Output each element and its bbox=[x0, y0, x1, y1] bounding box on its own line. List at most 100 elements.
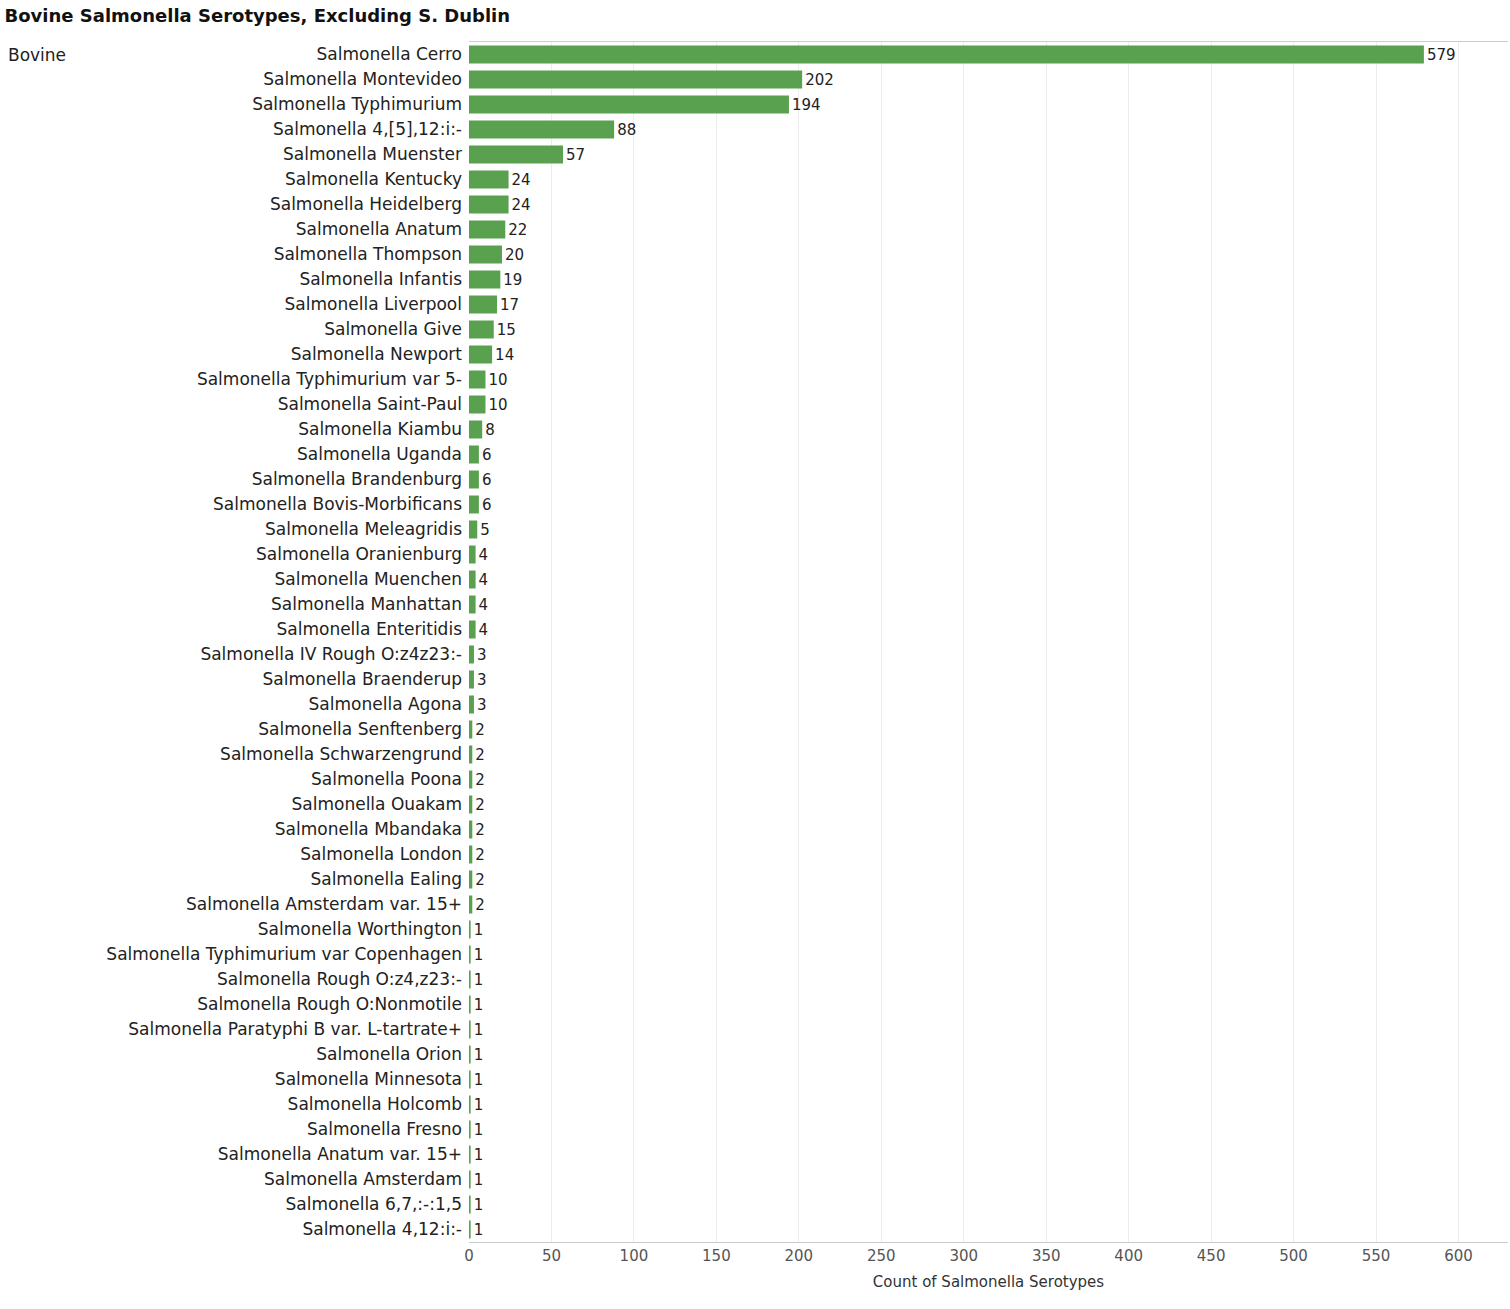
svg-text:4: 4 bbox=[479, 596, 489, 614]
svg-text:Salmonella Montevideo: Salmonella Montevideo bbox=[263, 69, 462, 89]
svg-text:Salmonella Kentucky: Salmonella Kentucky bbox=[285, 169, 462, 189]
svg-text:Salmonella Thompson: Salmonella Thompson bbox=[274, 244, 462, 264]
svg-text:1: 1 bbox=[474, 1146, 484, 1164]
svg-text:15: 15 bbox=[497, 321, 516, 339]
svg-text:350: 350 bbox=[1032, 1247, 1061, 1265]
svg-text:Salmonella Poona: Salmonella Poona bbox=[311, 769, 462, 789]
svg-text:Salmonella Fresno: Salmonella Fresno bbox=[307, 1119, 462, 1139]
svg-text:1: 1 bbox=[474, 1071, 484, 1089]
svg-text:5: 5 bbox=[480, 521, 490, 539]
svg-text:Salmonella Bovis-Morbificans: Salmonella Bovis-Morbificans bbox=[213, 494, 462, 514]
svg-text:Bovine: Bovine bbox=[8, 45, 66, 65]
svg-text:Salmonella Amsterdam: Salmonella Amsterdam bbox=[264, 1169, 462, 1189]
svg-text:22: 22 bbox=[508, 221, 527, 239]
svg-text:Salmonella Ealing: Salmonella Ealing bbox=[310, 869, 462, 889]
svg-text:1: 1 bbox=[474, 971, 484, 989]
svg-text:Salmonella Typhimurium var 5-: Salmonella Typhimurium var 5- bbox=[197, 369, 462, 389]
svg-text:Salmonella Typhimurium var Cop: Salmonella Typhimurium var Copenhagen bbox=[106, 944, 462, 964]
svg-text:Salmonella Oranienburg: Salmonella Oranienburg bbox=[256, 544, 462, 564]
svg-text:Salmonella Worthington: Salmonella Worthington bbox=[258, 919, 462, 939]
svg-text:Salmonella Holcomb: Salmonella Holcomb bbox=[288, 1094, 462, 1114]
svg-text:400: 400 bbox=[1114, 1247, 1143, 1265]
svg-text:4: 4 bbox=[479, 571, 489, 589]
svg-text:57: 57 bbox=[566, 146, 585, 164]
svg-text:1: 1 bbox=[474, 1096, 484, 1114]
svg-text:Salmonella Amsterdam var. 15+: Salmonella Amsterdam var. 15+ bbox=[186, 894, 462, 914]
svg-text:1: 1 bbox=[474, 1171, 484, 1189]
svg-text:Salmonella Anatum: Salmonella Anatum bbox=[296, 219, 462, 239]
svg-text:Salmonella Ouakam: Salmonella Ouakam bbox=[292, 794, 463, 814]
svg-text:Salmonella Infantis: Salmonella Infantis bbox=[299, 269, 462, 289]
svg-text:1: 1 bbox=[474, 1121, 484, 1139]
svg-text:Salmonella Liverpool: Salmonella Liverpool bbox=[285, 294, 462, 314]
svg-text:202: 202 bbox=[805, 71, 834, 89]
svg-text:Salmonella Mbandaka: Salmonella Mbandaka bbox=[275, 819, 462, 839]
svg-text:Salmonella Senftenberg: Salmonella Senftenberg bbox=[258, 719, 462, 739]
svg-text:450: 450 bbox=[1197, 1247, 1226, 1265]
svg-text:Salmonella Rough O:z4,z23:-: Salmonella Rough O:z4,z23:- bbox=[217, 969, 462, 989]
svg-text:88: 88 bbox=[617, 121, 636, 139]
svg-text:Salmonella IV Rough O:z4z23:-: Salmonella IV Rough O:z4z23:- bbox=[200, 644, 462, 664]
svg-text:Salmonella Paratyphi B var. L-: Salmonella Paratyphi B var. L-tartrate+ bbox=[128, 1019, 462, 1039]
svg-text:24: 24 bbox=[512, 196, 531, 214]
svg-text:Salmonella Kiambu: Salmonella Kiambu bbox=[298, 419, 462, 439]
svg-text:1: 1 bbox=[474, 1196, 484, 1214]
svg-text:600: 600 bbox=[1444, 1247, 1473, 1265]
svg-text:Salmonella Agona: Salmonella Agona bbox=[309, 694, 462, 714]
svg-text:6: 6 bbox=[482, 471, 492, 489]
svg-text:2: 2 bbox=[475, 721, 485, 739]
svg-text:50: 50 bbox=[542, 1247, 561, 1265]
svg-text:Salmonella Manhattan: Salmonella Manhattan bbox=[271, 594, 462, 614]
svg-text:Salmonella 4,12:i:-: Salmonella 4,12:i:- bbox=[302, 1219, 462, 1239]
svg-text:194: 194 bbox=[792, 96, 821, 114]
svg-text:14: 14 bbox=[495, 346, 514, 364]
svg-text:20: 20 bbox=[505, 246, 524, 264]
svg-text:Salmonella Saint-Paul: Salmonella Saint-Paul bbox=[278, 394, 462, 414]
svg-text:Salmonella Anatum var. 15+: Salmonella Anatum var. 15+ bbox=[218, 1144, 462, 1164]
svg-text:2: 2 bbox=[475, 871, 485, 889]
svg-text:8: 8 bbox=[485, 421, 495, 439]
svg-text:1: 1 bbox=[474, 996, 484, 1014]
svg-text:550: 550 bbox=[1362, 1247, 1391, 1265]
svg-text:1: 1 bbox=[474, 1221, 484, 1239]
svg-text:Salmonella Braenderup: Salmonella Braenderup bbox=[262, 669, 462, 689]
svg-text:Salmonella Orion: Salmonella Orion bbox=[316, 1044, 462, 1064]
svg-text:100: 100 bbox=[620, 1247, 649, 1265]
svg-text:Count of Salmonella Serotypes: Count of Salmonella Serotypes bbox=[873, 1273, 1105, 1291]
svg-text:1: 1 bbox=[474, 946, 484, 964]
svg-text:200: 200 bbox=[785, 1247, 814, 1265]
svg-text:3: 3 bbox=[477, 646, 487, 664]
svg-text:2: 2 bbox=[475, 746, 485, 764]
svg-text:Salmonella London: Salmonella London bbox=[300, 844, 462, 864]
svg-text:Salmonella Heidelberg: Salmonella Heidelberg bbox=[270, 194, 462, 214]
svg-text:3: 3 bbox=[477, 696, 487, 714]
svg-text:2: 2 bbox=[475, 896, 485, 914]
svg-text:300: 300 bbox=[949, 1247, 978, 1265]
svg-text:2: 2 bbox=[475, 846, 485, 864]
svg-text:2: 2 bbox=[475, 821, 485, 839]
svg-text:Salmonella Cerro: Salmonella Cerro bbox=[317, 44, 462, 64]
svg-text:Salmonella Typhimurium: Salmonella Typhimurium bbox=[252, 94, 462, 114]
svg-text:250: 250 bbox=[867, 1247, 896, 1265]
svg-text:Salmonella 4,[5],12:i:-: Salmonella 4,[5],12:i:- bbox=[273, 119, 462, 139]
svg-text:Salmonella Enteritidis: Salmonella Enteritidis bbox=[276, 619, 462, 639]
svg-text:Salmonella Rough O:Nonmotile: Salmonella Rough O:Nonmotile bbox=[197, 994, 462, 1014]
svg-text:1: 1 bbox=[474, 1046, 484, 1064]
svg-text:24: 24 bbox=[512, 171, 531, 189]
svg-text:19: 19 bbox=[503, 271, 522, 289]
svg-text:1: 1 bbox=[474, 1021, 484, 1039]
svg-text:10: 10 bbox=[488, 396, 507, 414]
svg-text:6: 6 bbox=[482, 496, 492, 514]
svg-text:Salmonella Meleagridis: Salmonella Meleagridis bbox=[265, 519, 462, 539]
svg-text:Salmonella 6,7,:-:1,5: Salmonella 6,7,:-:1,5 bbox=[286, 1194, 462, 1214]
svg-text:2: 2 bbox=[475, 796, 485, 814]
svg-text:Salmonella Minnesota: Salmonella Minnesota bbox=[275, 1069, 462, 1089]
svg-text:150: 150 bbox=[702, 1247, 731, 1265]
svg-text:Salmonella Uganda: Salmonella Uganda bbox=[297, 444, 462, 464]
svg-text:2: 2 bbox=[475, 771, 485, 789]
svg-text:Salmonella Newport: Salmonella Newport bbox=[291, 344, 463, 364]
svg-text:Bovine Salmonella Serotypes, E: Bovine Salmonella Serotypes, Excluding S… bbox=[5, 5, 511, 26]
svg-text:4: 4 bbox=[479, 621, 489, 639]
svg-text:4: 4 bbox=[479, 546, 489, 564]
svg-text:Salmonella Give: Salmonella Give bbox=[324, 319, 462, 339]
